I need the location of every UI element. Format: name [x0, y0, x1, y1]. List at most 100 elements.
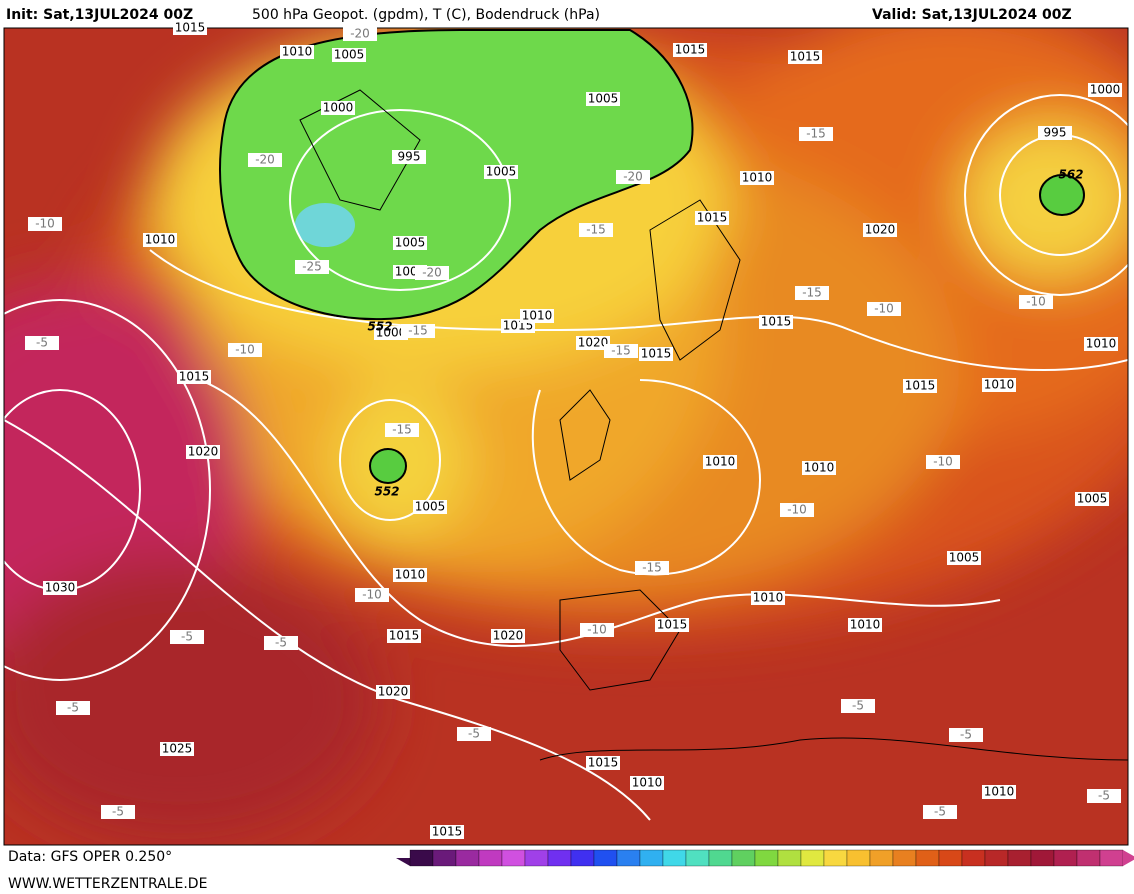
isobar-label: 1020	[188, 445, 219, 459]
temperature-label-box	[28, 217, 62, 231]
temperature-label-box	[635, 561, 669, 575]
temperature-label: -20	[350, 27, 370, 41]
isobar-label-box	[43, 581, 77, 595]
isobar-label-box	[376, 685, 410, 699]
temperature-label-box	[264, 636, 298, 650]
isobar-label: 1000	[1090, 83, 1121, 97]
colorbar-cell	[524, 849, 549, 867]
temperature-label: -15	[802, 286, 822, 300]
colorbar-cell	[685, 849, 710, 867]
isobar-label-box	[759, 315, 793, 329]
isobar-label-box	[802, 461, 836, 475]
temperature-label-box	[101, 805, 135, 819]
isobar-label: 1010	[705, 455, 736, 469]
isobar-label-box	[740, 171, 774, 185]
isobar-label-box	[982, 378, 1016, 392]
isobar-label: 1010	[632, 776, 663, 790]
isobar-label: 1010	[753, 591, 784, 605]
map-frame	[3, 27, 1129, 846]
isobar-label-box	[695, 211, 729, 225]
colorbar-cell	[501, 849, 526, 867]
temperature-label-box	[841, 699, 875, 713]
valid-time: Valid: Sat,13JUL2024 00Z	[872, 7, 1072, 23]
isobar-label: 1015	[389, 629, 420, 643]
isobar-label: 1010	[395, 568, 426, 582]
isobar-label-box	[751, 591, 785, 605]
temperature-label: -10	[362, 588, 382, 602]
isobar-label: 1025	[162, 742, 193, 756]
isobar-label-box	[655, 618, 689, 632]
temperature-label: -5	[67, 701, 79, 715]
isobar-label-box	[586, 756, 620, 770]
colorbar-cell	[409, 849, 434, 867]
isobar-label: 1015	[657, 618, 688, 632]
isobar-label-box	[903, 379, 937, 393]
isobar-label-box	[788, 50, 822, 64]
init-time: Init: Sat,13JUL2024 00Z	[6, 7, 193, 23]
isobar-label: 1015	[905, 379, 936, 393]
temperature-label: -10	[874, 302, 894, 316]
temperature-label: -20	[422, 266, 442, 280]
temperature-label: -10	[1026, 295, 1046, 309]
isobar-label: 995	[1044, 126, 1067, 140]
temperature-label-box	[56, 701, 90, 715]
colorbar-cell	[1030, 849, 1055, 867]
isobar-label: 1020	[578, 336, 609, 350]
temperature-label: -5	[275, 636, 287, 650]
temperature-label-box	[926, 455, 960, 469]
colorbar	[396, 849, 1134, 867]
temperature-label: -15	[586, 223, 606, 237]
temperature-label-box	[25, 336, 59, 350]
isobar-label: 1010	[145, 233, 176, 247]
isobar-label: 1005	[486, 165, 517, 179]
colorbar-cell	[1007, 849, 1032, 867]
temperature-label: -5	[36, 336, 48, 350]
temperature-label: -15	[806, 127, 826, 141]
isobar-label-box	[673, 43, 707, 57]
colorbar-cell	[984, 849, 1009, 867]
isobar-label-box	[947, 551, 981, 565]
temperature-label: -5	[852, 699, 864, 713]
temperature-label: -5	[960, 728, 972, 742]
temperature-label: -15	[392, 423, 412, 437]
isobar-label-box	[321, 101, 355, 115]
temperature-label-box	[580, 623, 614, 637]
colorbar-cell	[915, 849, 940, 867]
temperature-label-box	[780, 503, 814, 517]
temperature-label-box	[799, 127, 833, 141]
isobar-label-box	[393, 236, 427, 250]
isobar-label: 1005	[395, 236, 426, 250]
isobar-label-box	[576, 336, 610, 350]
isobar-label: 995	[398, 150, 421, 164]
isobar-label: 1020	[378, 685, 409, 699]
isobar-label-box	[1038, 126, 1072, 140]
isobar-label: 1005	[415, 500, 446, 514]
temperature-label: -5	[934, 805, 946, 819]
temperature-label-box	[949, 728, 983, 742]
isobar-label: 1015	[179, 370, 210, 384]
isobar-label: 1010	[804, 461, 835, 475]
isobar-label-box	[520, 309, 554, 323]
isobar-label-box	[143, 233, 177, 247]
isobar-label-box	[630, 776, 664, 790]
isobar-label: 1010	[984, 378, 1015, 392]
isobar-label-box	[848, 618, 882, 632]
colorbar-cell	[593, 849, 618, 867]
isobar-label: 1005	[1077, 492, 1108, 506]
colorbar-cell	[892, 849, 917, 867]
isobar-label-box	[639, 347, 673, 361]
temperature-label: -15	[642, 561, 662, 575]
temperature-label: -10	[235, 343, 255, 357]
isobar-label: 1015	[761, 315, 792, 329]
colorbar-cell	[570, 849, 595, 867]
temperature-label-box	[1087, 789, 1121, 803]
temperature-label: -20	[255, 153, 275, 167]
temperature-label-box	[867, 302, 901, 316]
colorbar-cell	[616, 849, 641, 867]
temperature-label: -15	[611, 344, 631, 358]
isobar-label: 1005	[334, 48, 365, 62]
temperature-label-box	[795, 286, 829, 300]
colorbar-cell	[869, 849, 894, 867]
isobar-label: 1020	[493, 629, 524, 643]
